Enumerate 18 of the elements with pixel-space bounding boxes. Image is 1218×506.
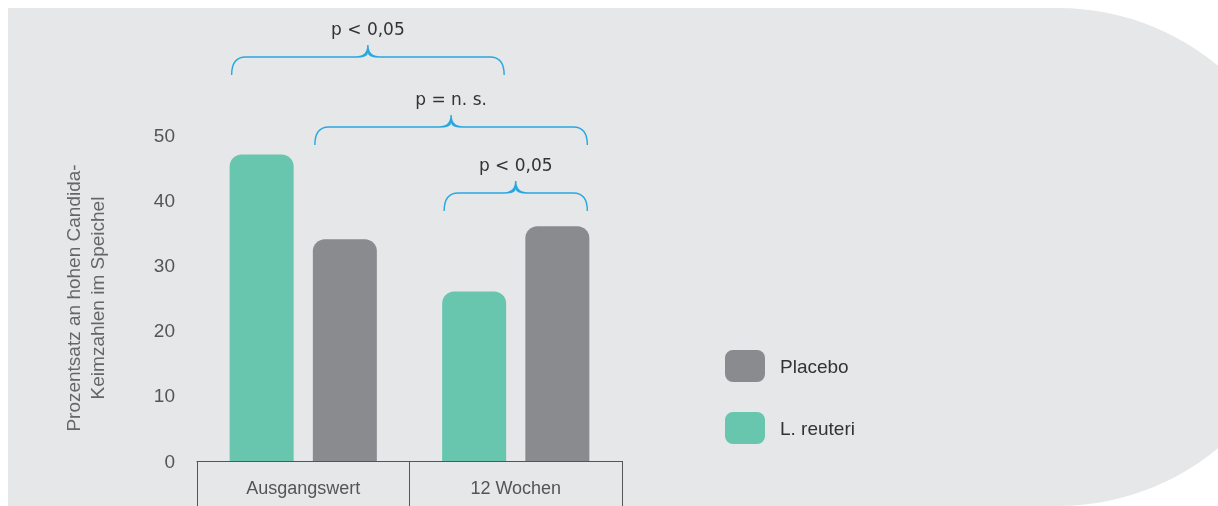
bar — [229, 154, 294, 461]
y-tick-label: 40 — [153, 189, 175, 211]
text: p < 0,05 — [331, 19, 405, 39]
y-tick-label: 50 — [153, 124, 175, 146]
bar — [525, 226, 590, 461]
y-tick-label: 0 — [164, 450, 175, 472]
y-tick-label: 10 — [153, 385, 175, 407]
annotation: p < 0,05 — [478, 155, 553, 175]
legend-label: L. reuteri — [780, 417, 855, 439]
x-tick-label: Ausgangswert — [246, 478, 361, 498]
x-tick-label: 12 Wochen — [470, 478, 562, 498]
y-tick-label: 30 — [153, 254, 175, 276]
legend-label: Placebo — [780, 355, 849, 377]
bar — [442, 291, 507, 461]
y-tick-label: 20 — [153, 320, 175, 342]
y-axis-title: Prozentsatz an hohen Candida-Keimzahlen im Speichel — [62, 164, 108, 432]
bar — [312, 239, 377, 461]
text: p = n. s. — [415, 89, 487, 109]
